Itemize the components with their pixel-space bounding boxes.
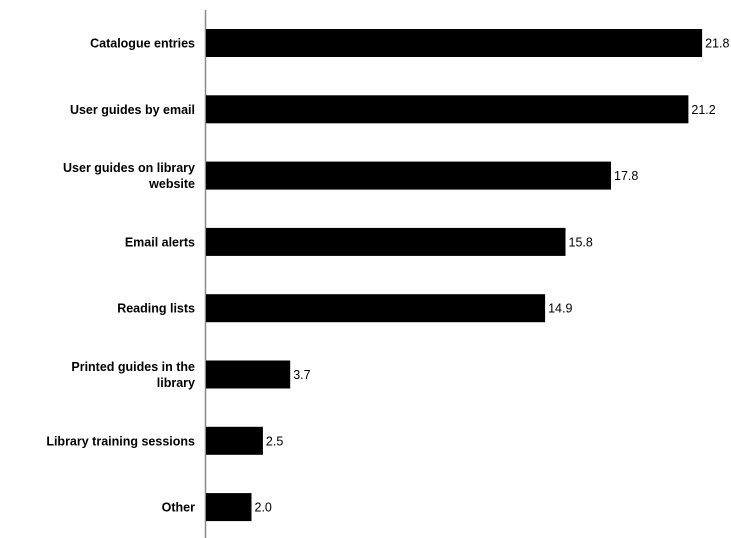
- value-labels-group: 21.8 21.2 17.8 15.8 14.9 3.7 2.5 2.0: [255, 37, 730, 515]
- bar-3: [206, 227, 566, 256]
- bar-0: [206, 29, 703, 57]
- bar-5: [206, 360, 291, 389]
- category-label-6: Library training sessions: [46, 434, 195, 448]
- category-label-3: Email alerts: [125, 235, 195, 249]
- bar-1: [206, 95, 689, 124]
- category-label-1: User guides by email: [70, 103, 195, 117]
- category-label-2: User guides on library website: [63, 161, 195, 191]
- bar-6: [206, 426, 263, 455]
- category-label-5: Printed guides in the library: [71, 360, 195, 390]
- bar-4: [206, 294, 546, 323]
- category-label-0: Catalogue entries: [90, 37, 195, 51]
- value-label-2: 17.8: [614, 169, 638, 183]
- value-label-3: 15.8: [569, 235, 593, 249]
- value-label-1: 21.2: [691, 103, 715, 117]
- bars-group: [206, 29, 703, 522]
- value-label-7: 2.0: [255, 501, 272, 515]
- bar-2: [206, 161, 611, 190]
- category-labels-group: Catalogue entries User guides by email Use…: [46, 37, 195, 515]
- category-label-4: Reading lists: [117, 302, 195, 316]
- category-label-7: Other: [162, 501, 195, 515]
- value-label-4: 14.9: [548, 302, 572, 316]
- bar-7: [206, 493, 252, 522]
- value-label-5: 3.7: [293, 368, 310, 382]
- value-label-0: 21.8: [705, 37, 729, 51]
- value-label-6: 2.5: [266, 434, 283, 448]
